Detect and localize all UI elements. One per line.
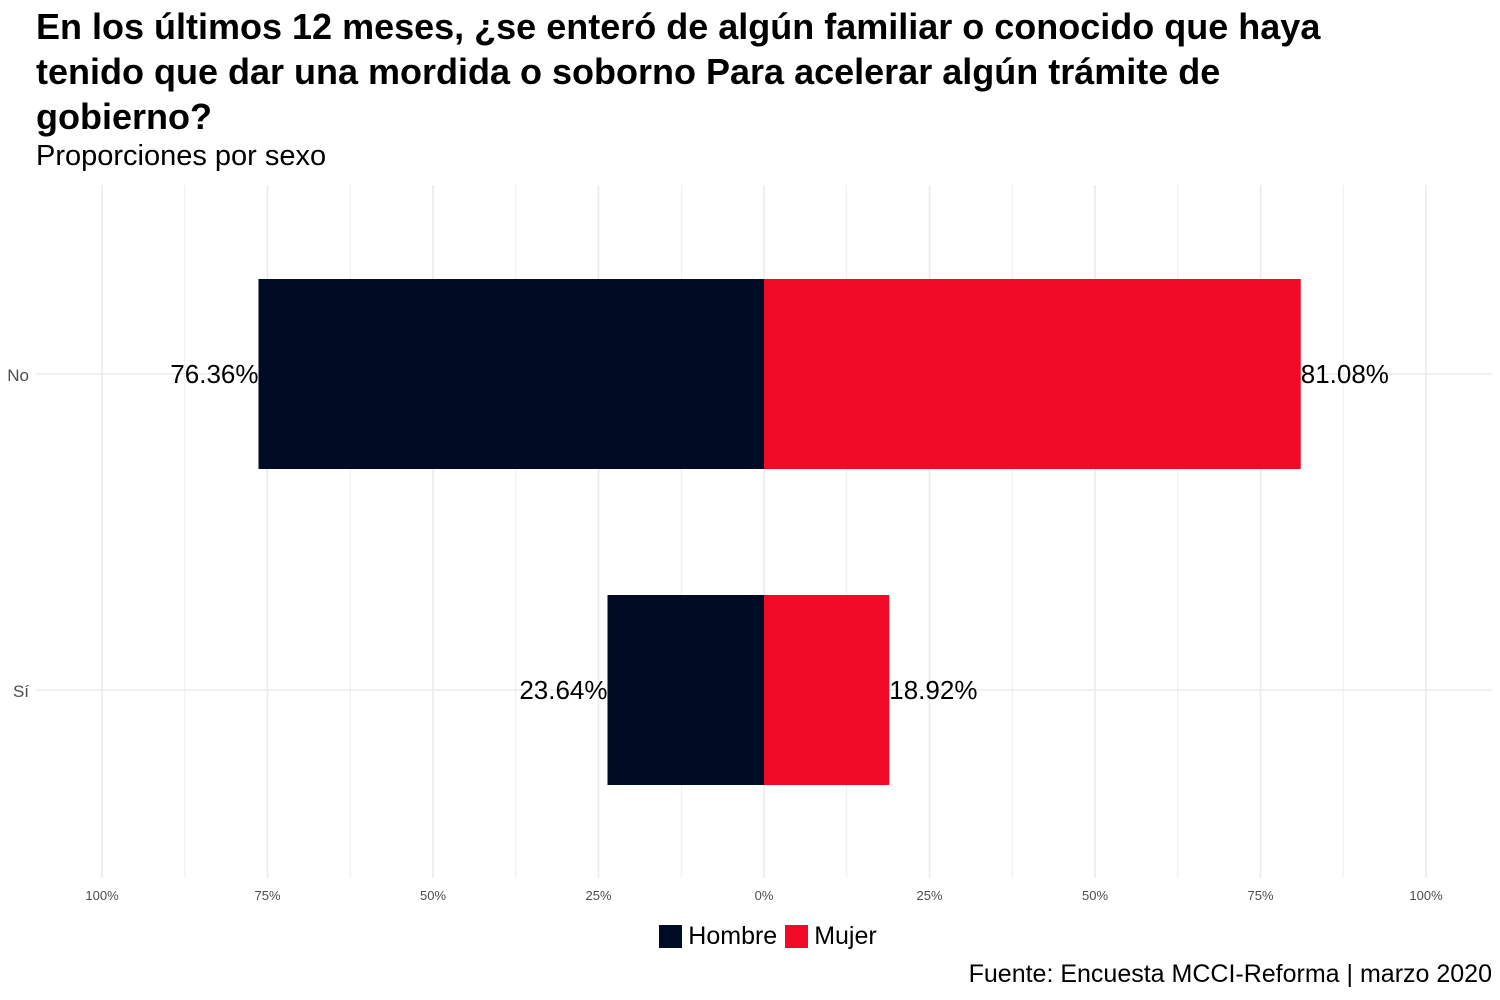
- x-tick-label: 75%: [254, 888, 280, 903]
- legend-item-hombre: Hombre: [659, 922, 777, 951]
- data-label-mujer: 81.08%: [1301, 359, 1389, 389]
- x-tick-label: 0%: [755, 888, 774, 903]
- x-tick-label: 100%: [1409, 888, 1443, 903]
- data-label-hombre: 23.64%: [519, 675, 607, 705]
- x-tick-label: 75%: [1247, 888, 1273, 903]
- x-tick-label: 25%: [916, 888, 942, 903]
- legend-item-mujer: Mujer: [785, 922, 877, 951]
- legend-label-hombre: Hombre: [688, 922, 777, 951]
- x-tick-label: 50%: [1082, 888, 1108, 903]
- y-tick-label: Sí: [13, 682, 29, 701]
- legend: Hombre Mujer: [0, 922, 1500, 951]
- bar-hombre: [258, 279, 764, 469]
- data-label-mujer: 18.92%: [889, 675, 977, 705]
- data-label-hombre: 76.36%: [170, 359, 258, 389]
- x-tick-label: 25%: [585, 888, 611, 903]
- y-tick-label: No: [7, 366, 29, 385]
- x-tick-label: 50%: [420, 888, 446, 903]
- legend-swatch-hombre: [659, 925, 682, 948]
- bar-mujer: [764, 595, 889, 785]
- legend-label-mujer: Mujer: [814, 922, 877, 951]
- bar-hombre: [608, 595, 764, 785]
- x-tick-label: 100%: [85, 888, 119, 903]
- chart-caption: Fuente: Encuesta MCCI-Reforma | marzo 20…: [969, 960, 1492, 989]
- chart-plot: 76.36% 81.08% No 23.64% 18.92% Sí 100% 75% 50% 25…: [0, 0, 1500, 920]
- bar-mujer: [764, 279, 1301, 469]
- legend-swatch-mujer: [785, 925, 808, 948]
